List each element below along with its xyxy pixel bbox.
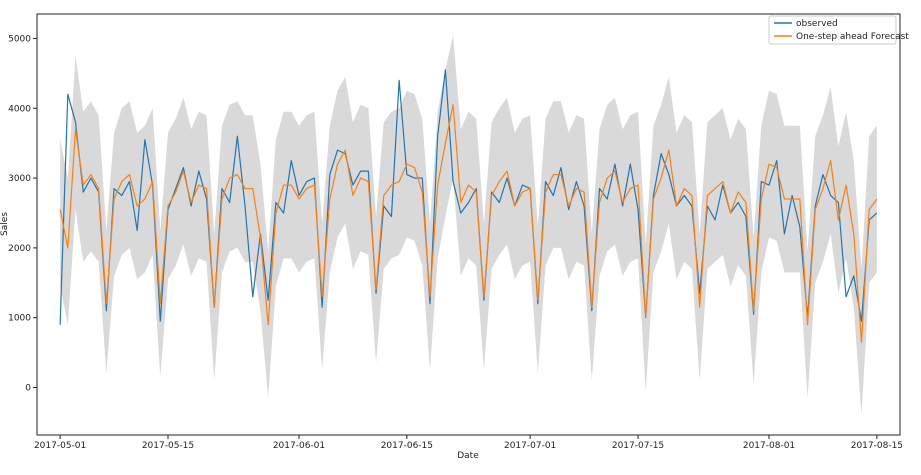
x-axis-ticks: 2017-05-01 2017-05-15 2017-06-01 2017-06-15… xyxy=(34,435,903,451)
x-tick-label: 2017-05-01 xyxy=(34,441,86,451)
y-axis-label: Sales xyxy=(0,212,10,236)
x-tick-label: 2017-06-15 xyxy=(381,441,433,451)
y-tick-label: 4000 xyxy=(8,104,31,114)
legend-label-observed: observed xyxy=(796,19,838,29)
x-tick-label: 2017-08-15 xyxy=(851,441,903,451)
x-tick-label: 2017-07-01 xyxy=(504,441,556,451)
x-tick-label: 2017-08-01 xyxy=(743,441,795,451)
x-tick-label: 2017-05-15 xyxy=(142,441,194,451)
y-tick-label: 0 xyxy=(25,384,31,394)
legend-label-forecast: One-step ahead Forecast xyxy=(796,32,909,42)
x-tick-label: 2017-06-01 xyxy=(273,441,325,451)
y-tick-label: 1000 xyxy=(8,314,31,324)
y-tick-label: 5000 xyxy=(8,34,31,44)
x-tick-label: 2017-07-15 xyxy=(612,441,664,451)
y-tick-label: 3000 xyxy=(8,174,31,184)
series-layer xyxy=(59,69,878,343)
legend: observed One-step ahead Forecast xyxy=(768,15,909,45)
plot-frame xyxy=(36,13,901,436)
x-axis-label: Date xyxy=(457,451,479,461)
series-line-forecast xyxy=(59,104,878,343)
y-tick-label: 2000 xyxy=(8,244,31,254)
series-line-observed xyxy=(59,69,878,325)
legend-box xyxy=(768,15,897,45)
y-axis-ticks: 0 1000 2000 3000 4000 5000 xyxy=(8,34,37,394)
confidence-interval-band xyxy=(60,34,877,416)
